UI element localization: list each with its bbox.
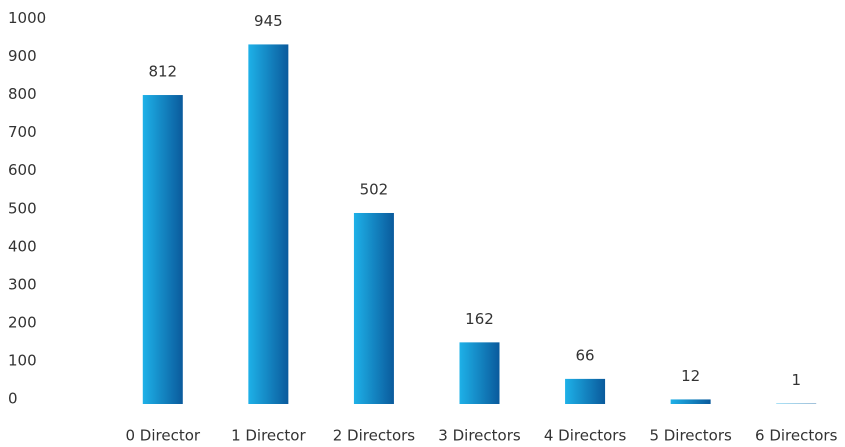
y-tick-label: 400 [8, 237, 37, 255]
y-tick-label: 1000 [8, 9, 46, 27]
bar [459, 342, 500, 404]
data-label: 66 [576, 346, 595, 364]
x-tick-label: 2 Directors [333, 427, 416, 445]
y-tick-label: 600 [8, 161, 37, 179]
bar [565, 378, 606, 404]
data-label: 1 [791, 371, 801, 389]
y-tick-label: 800 [8, 85, 37, 103]
x-tick-label: 4 Directors [544, 427, 627, 445]
y-tick-label: 700 [8, 123, 37, 141]
y-tick-label: 200 [8, 313, 37, 331]
x-tick-label: 0 Director [125, 427, 200, 445]
data-label: 502 [360, 180, 389, 198]
y-tick-label: 100 [8, 351, 37, 369]
data-label: 945 [254, 12, 283, 30]
x-tick-label: 6 Directors [755, 427, 838, 445]
x-tick-label: 3 Directors [438, 427, 521, 445]
bar [670, 399, 711, 404]
data-label: 162 [465, 310, 494, 328]
bar [353, 212, 394, 404]
y-tick-label: 900 [8, 47, 37, 65]
x-tick-label: 5 Directors [649, 427, 732, 445]
y-tick-label: 0 [8, 390, 18, 408]
bar [248, 44, 289, 405]
y-tick-label: 300 [8, 275, 37, 293]
x-tick-label: 1 Director [231, 427, 306, 445]
data-label: 812 [148, 63, 177, 81]
bar [142, 95, 183, 404]
y-tick-label: 500 [8, 199, 37, 217]
data-label: 12 [681, 367, 700, 385]
